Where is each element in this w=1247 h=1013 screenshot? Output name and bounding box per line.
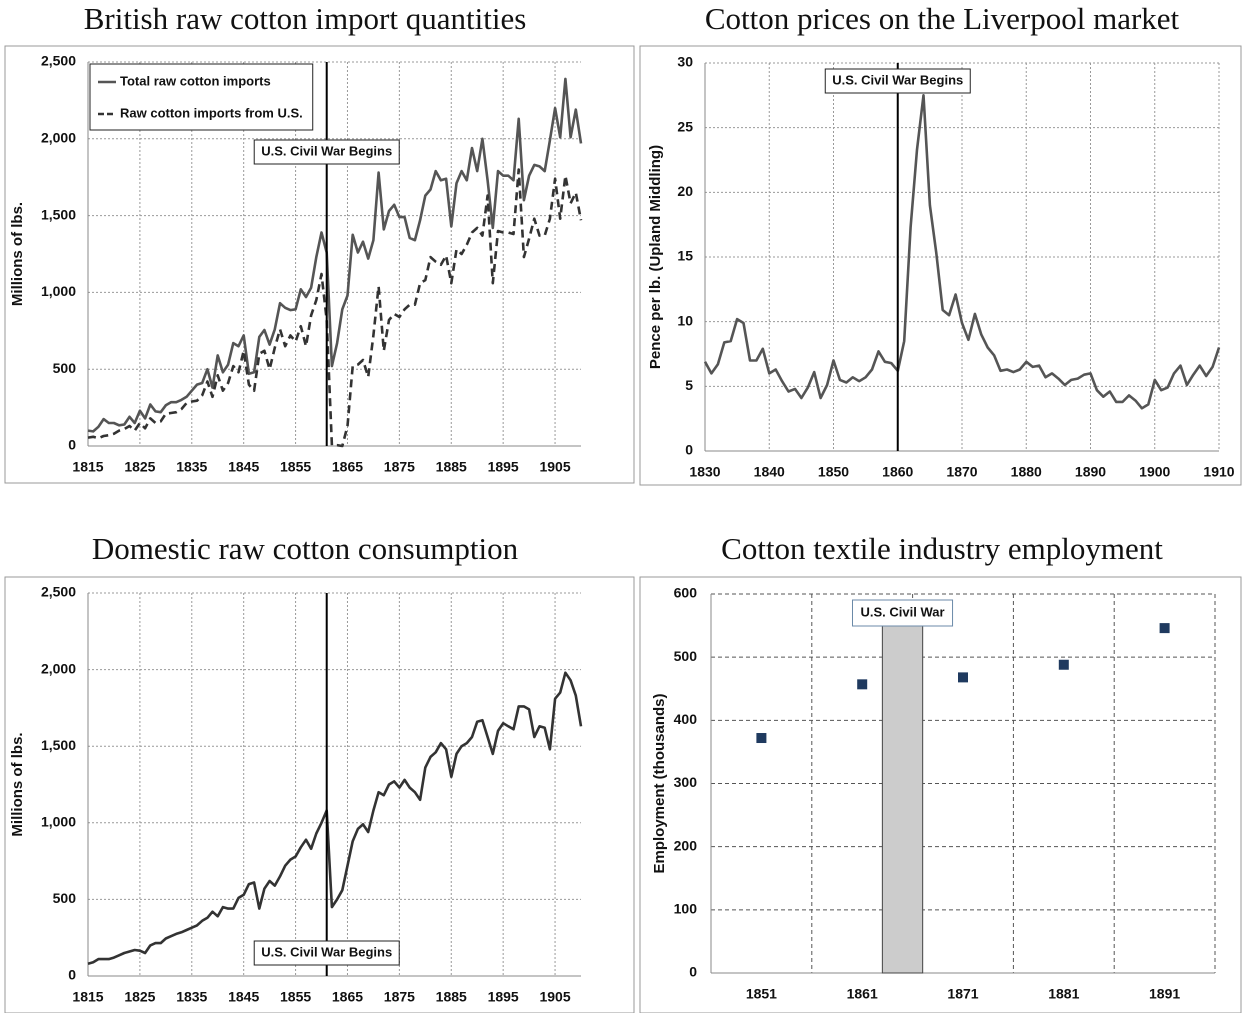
x-tick-label: 1900 [1139,464,1170,480]
y-axis-label: Employment (thousands) [651,693,668,873]
chart-title: Cotton textile industry employment [721,531,1163,566]
series-line [87,77,583,433]
x-tick-label: 1885 [436,459,467,475]
x-tick-label: 1840 [754,464,785,480]
x-tick-label: 1851 [746,986,777,1002]
x-tick-label: 1825 [124,989,155,1005]
point [756,733,767,744]
legend-box [89,63,314,131]
x-tick-label: 1870 [946,464,977,480]
x-tick-label: 1895 [488,459,519,475]
legend-label: Raw cotton imports from U.S. [120,105,303,120]
chart-title: British raw cotton import quantities [84,1,527,36]
annotation-box [253,940,400,966]
y-tick-label: 300 [674,774,698,790]
x-tick-label: 1905 [539,459,570,475]
y-tick-label: 500 [53,890,77,906]
x-tick-label: 1891 [1149,986,1180,1002]
series-line [703,94,1221,410]
x-tick-label: 1885 [436,989,467,1005]
y-tick-label: 200 [674,837,698,853]
x-tick-label: 1865 [332,459,363,475]
series-line [87,168,583,448]
y-tick-label: 0 [689,964,697,980]
panel-frame [4,45,635,484]
y-tick-label: 1,500 [41,737,76,753]
y-tick-label: 5 [685,377,693,393]
y-tick-label: 0 [685,442,693,458]
y-tick-label: 2,000 [41,660,76,676]
x-tick-label: 1890 [1075,464,1106,480]
x-tick-label: 1880 [1011,464,1042,480]
y-tick-label: 2,000 [41,130,76,146]
y-tick-label: 500 [674,648,698,664]
x-tick-label: 1881 [1048,986,1079,1002]
x-tick-label: 1855 [280,459,311,475]
y-tick-label: 600 [674,585,698,601]
y-tick-label: 0 [68,437,76,453]
y-tick-label: 0 [68,967,76,983]
x-tick-label: 1825 [124,459,155,475]
y-tick-label: 20 [677,183,693,199]
y-tick-label: 2,500 [41,584,76,600]
x-tick-label: 1861 [847,986,878,1002]
x-tick-label: 1830 [689,464,720,480]
series-line [87,671,583,965]
point [1159,623,1170,634]
panel-frame [4,576,635,1013]
x-tick-label: 1815 [72,459,103,475]
y-axis-label: Millions of lbs. [9,732,26,836]
x-tick-label: 1850 [818,464,849,480]
y-tick-label: 30 [677,54,693,70]
annotation-box [824,68,971,94]
y-axis-label: Millions of lbs. [9,202,26,306]
x-tick-label: 1895 [488,989,519,1005]
point [1058,659,1069,670]
y-tick-label: 1,500 [41,206,76,222]
annotation-label: U.S. Civil War Begins [261,143,392,158]
legend-label: Total raw cotton imports [120,73,271,88]
chart-title: Cotton prices on the Liverpool market [705,1,1180,36]
x-tick-label: 1845 [228,989,259,1005]
y-tick-label: 1,000 [41,814,76,830]
shaded-period [881,621,924,974]
panel-frame [639,576,1242,1013]
annotation-label: U.S. Civil War Begins [832,72,963,87]
chart-title: Domestic raw cotton consumption [92,531,519,566]
x-tick-label: 1871 [947,986,978,1002]
y-axis-label: Pence per lb. (Upland Middling) [647,145,664,369]
point [857,679,868,690]
x-tick-label: 1875 [384,989,415,1005]
x-tick-label: 1910 [1203,464,1234,480]
y-tick-label: 500 [53,360,77,376]
x-tick-label: 1835 [176,989,207,1005]
shade-label-box [851,599,954,627]
y-tick-label: 100 [674,901,698,917]
panel-frame [639,45,1242,486]
x-tick-label: 1845 [228,459,259,475]
x-tick-label: 1855 [280,989,311,1005]
annotation-box [253,139,400,165]
y-tick-label: 400 [674,711,698,727]
shade-label: U.S. Civil War [860,604,944,619]
y-tick-label: 10 [677,312,693,328]
x-tick-label: 1815 [72,989,103,1005]
annotation-label: U.S. Civil War Begins [261,944,392,959]
x-tick-label: 1835 [176,459,207,475]
y-tick-label: 15 [677,248,693,264]
x-tick-label: 1875 [384,459,415,475]
y-tick-label: 2,500 [41,53,76,69]
y-tick-label: 1,000 [41,283,76,299]
point [958,672,968,683]
y-tick-label: 25 [677,118,693,134]
x-tick-label: 1905 [539,989,570,1005]
x-tick-label: 1865 [332,989,363,1005]
x-tick-label: 1860 [882,464,913,480]
